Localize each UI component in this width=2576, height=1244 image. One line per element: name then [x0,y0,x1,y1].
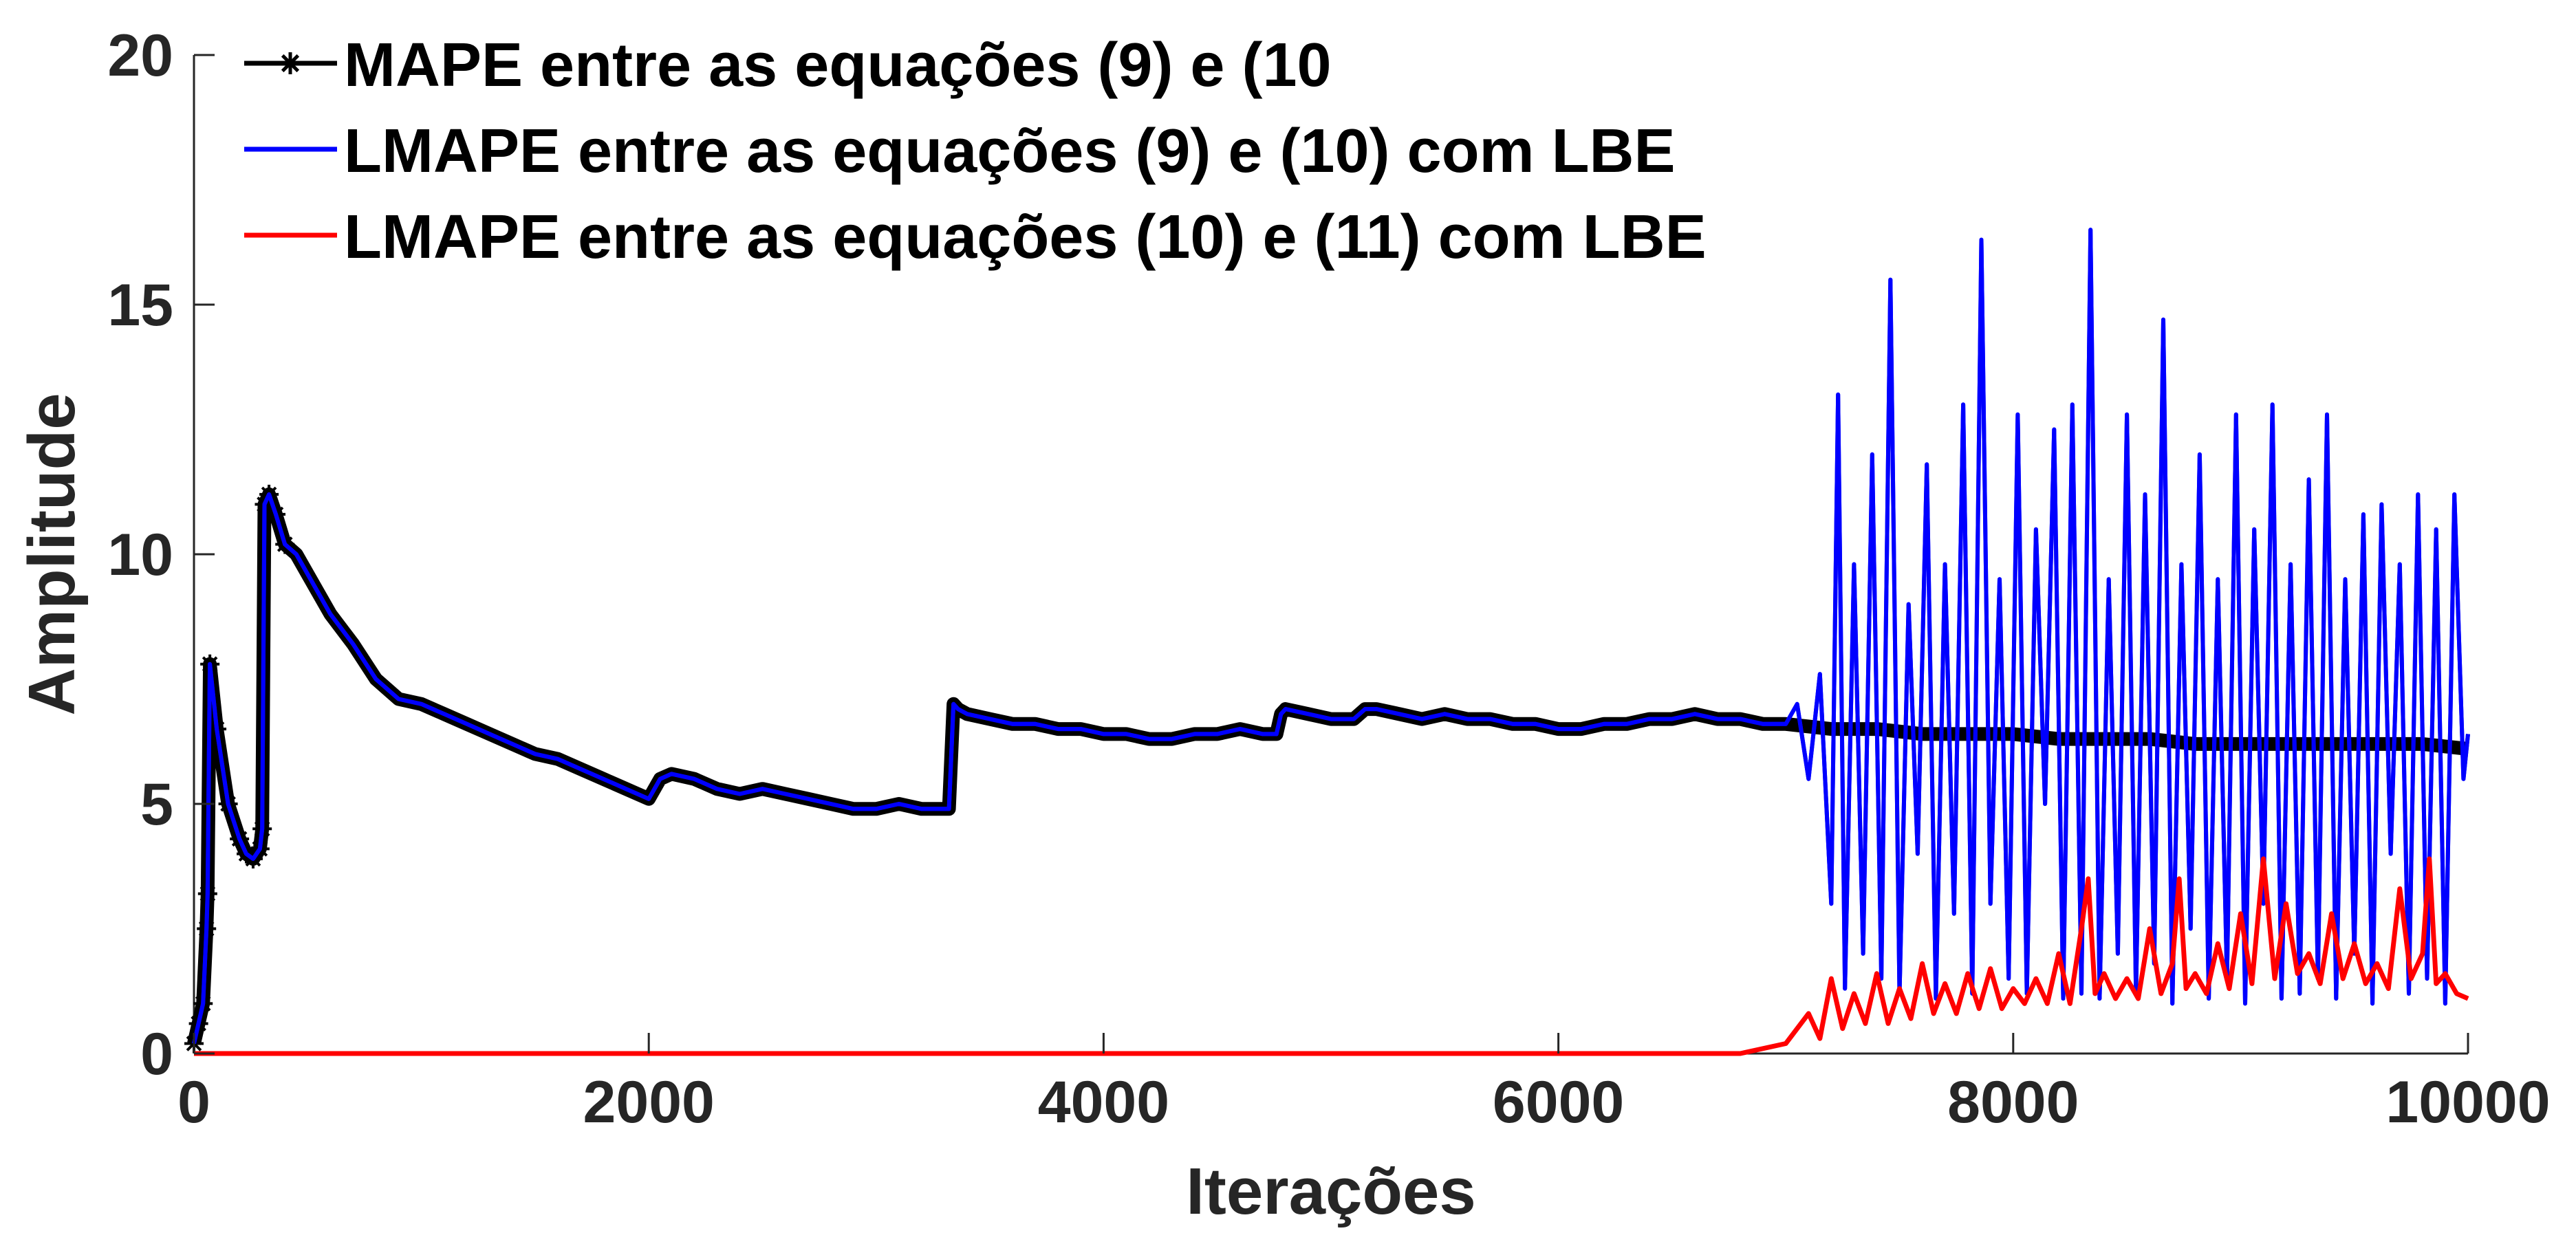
y-tick-label: 0 [140,1021,173,1087]
x-tick-label: 6000 [1493,1069,1624,1135]
legend-item: LMAPE entre as equações (10) e (11) com … [244,203,1707,272]
y-tick-label: 15 [107,272,173,338]
legend-item: LMAPE entre as equações (9) e (10) com L… [244,117,1676,186]
legend-label: LMAPE entre as equações (9) e (10) com L… [344,117,1676,186]
series-line-0 [187,487,2469,1045]
series-line-2 [194,856,2469,1056]
ticks: 0 2000 4000 6000 8000 10000 0 5 10 15 20 [107,23,2550,1135]
y-tick-label: 10 [107,522,173,588]
x-axis-label: Iterações [1186,1155,1476,1228]
series-line-1 [192,228,2470,1045]
legend: MAPE entre as equações (9) e (10 LMAPE en… [244,31,1707,272]
legend-item: MAPE entre as equações (9) e (10 [244,31,1332,100]
legend-label: MAPE entre as equações (9) e (10 [344,31,1332,100]
x-tick-label: 0 [177,1069,210,1135]
series-line-2-overlay [194,856,2469,1056]
y-axis-label: Amplitude [15,393,89,715]
x-tick-label: 8000 [1947,1069,2079,1135]
y-tick-label: 5 [140,772,173,838]
y-tick-label: 20 [107,23,173,89]
series-line-1-overlay [192,228,2470,1045]
x-tick-label: 10000 [2385,1069,2550,1135]
legend-label: LMAPE entre as equações (10) e (11) com … [344,203,1707,272]
x-tick-label: 2000 [583,1069,715,1135]
series-layer [184,228,2470,1056]
x-tick-label: 4000 [1038,1069,1169,1135]
